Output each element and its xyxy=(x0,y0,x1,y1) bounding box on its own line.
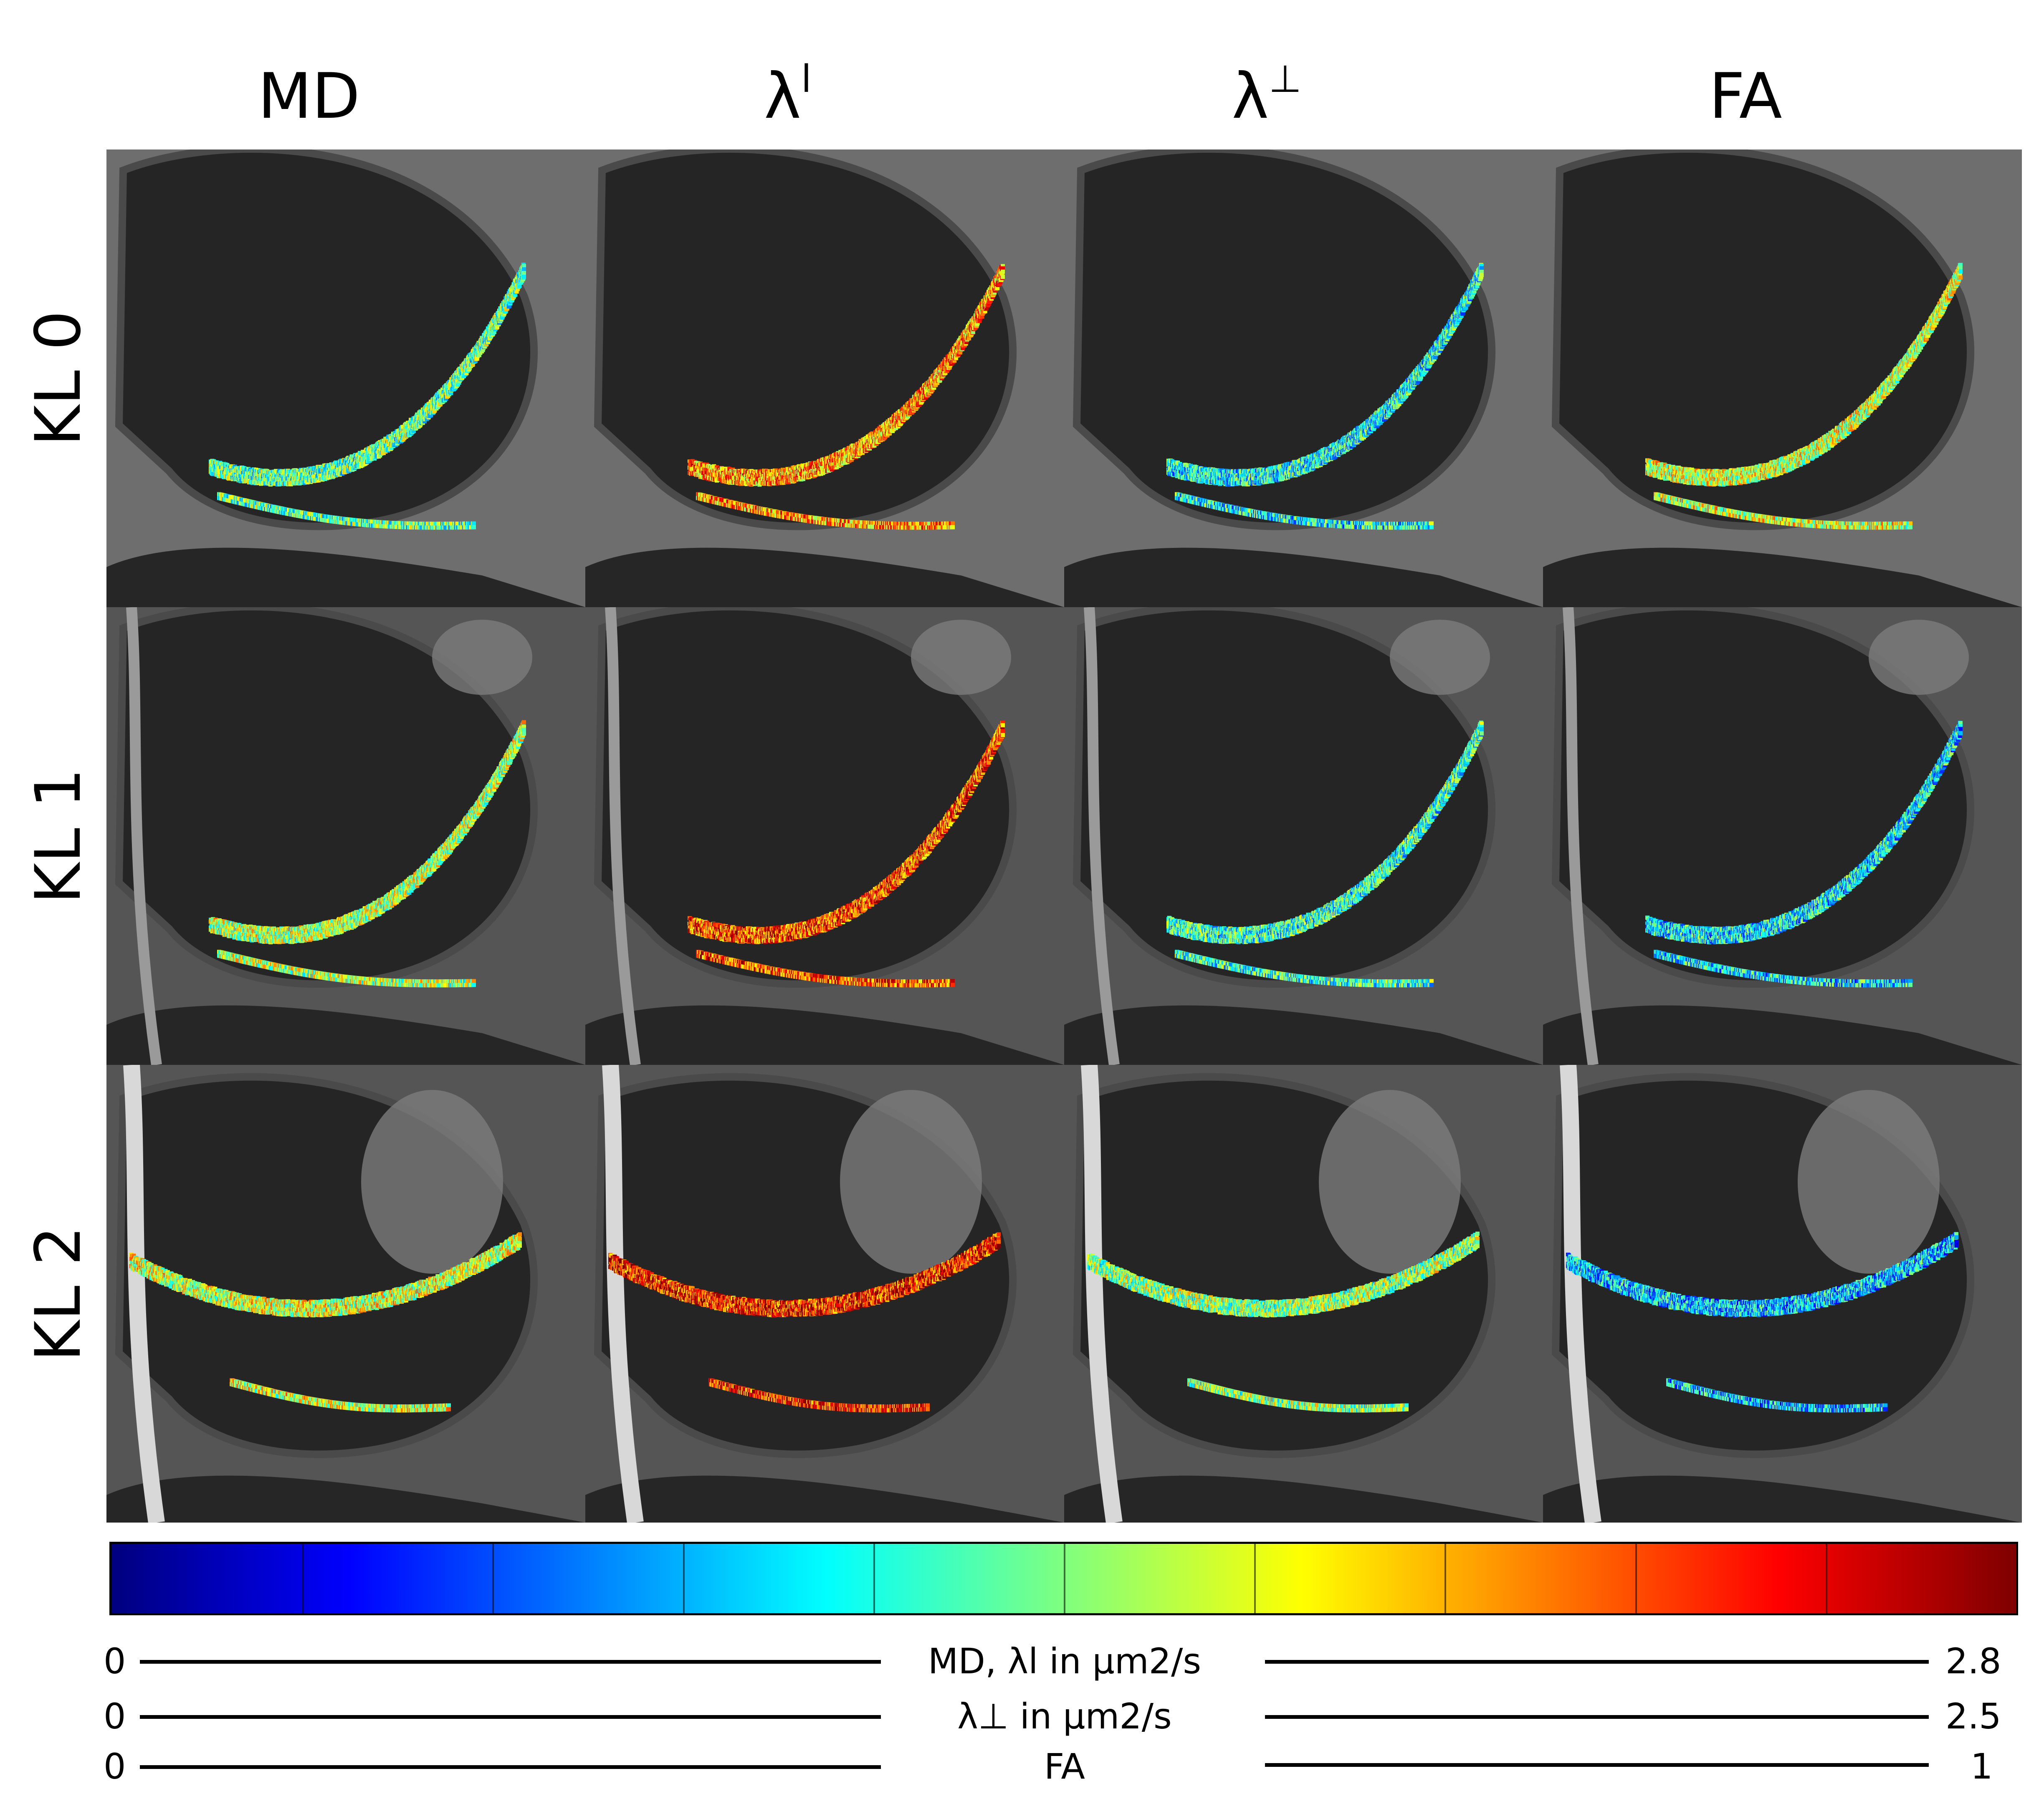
mri-slice-image xyxy=(1543,607,2022,1065)
mri-slice-image xyxy=(1543,150,2022,607)
cartilage-map xyxy=(1645,721,1963,988)
scale-line-right xyxy=(1265,1763,1929,1767)
cartilage-map xyxy=(1566,1232,1958,1413)
colorbar-tick xyxy=(873,1544,875,1613)
cartilage-map xyxy=(1166,263,1484,530)
scale-line-left xyxy=(140,1715,881,1719)
mri-slice-image xyxy=(106,607,585,1065)
scale-line-left xyxy=(140,1660,881,1664)
cartilage-map xyxy=(608,1232,1001,1413)
scale-min: 0 xyxy=(104,1640,126,1682)
scale-label: FA xyxy=(877,1746,1252,1787)
cartilage-map xyxy=(1087,1231,1480,1413)
mri-slice-image xyxy=(1064,1065,1543,1523)
scale-max: 2.8 xyxy=(1945,1640,2001,1682)
mri-slice-image xyxy=(585,150,1064,607)
colorbar-tick xyxy=(683,1544,685,1613)
mri-image-grid xyxy=(106,150,2022,1523)
cartilage-map xyxy=(688,720,1005,988)
scale-line-right xyxy=(1265,1660,1929,1664)
mri-slice-image xyxy=(1543,1065,2022,1523)
scale-min: 0 xyxy=(104,1746,126,1787)
scale-line-right xyxy=(1265,1715,1929,1719)
row-label-kl0: KL 0 xyxy=(17,170,100,587)
scale-line-left xyxy=(140,1765,881,1769)
scale-min: 0 xyxy=(104,1695,126,1737)
cartilage-map xyxy=(209,720,526,988)
scale-max: 2.5 xyxy=(1945,1695,2001,1737)
column-title-lambda-parallel: λl xyxy=(548,38,1028,138)
cartilage-map xyxy=(1166,720,1484,988)
colorbar xyxy=(109,1542,2018,1615)
colorbar-tick xyxy=(1825,1544,1827,1613)
scale-max: 1 xyxy=(1971,1746,1993,1787)
colorbar-tick xyxy=(492,1544,494,1613)
row-label-kl2: KL 2 xyxy=(17,1085,100,1503)
colorbar-tick xyxy=(302,1544,304,1613)
mri-slice-image xyxy=(1064,607,1543,1065)
mri-slice-image xyxy=(106,150,585,607)
cartilage-map xyxy=(129,1232,522,1413)
colorbar-tick xyxy=(1254,1544,1256,1613)
mri-slice-image xyxy=(1064,150,1543,607)
colorbar-tick xyxy=(1635,1544,1637,1613)
mri-slice-image xyxy=(106,1065,585,1523)
mri-slice-image xyxy=(585,1065,1064,1523)
column-title-md: MD xyxy=(69,38,549,138)
cartilage-map xyxy=(688,264,1005,530)
mri-slice-image xyxy=(585,607,1064,1065)
colorbar-tick xyxy=(1064,1544,1065,1613)
colorbar-tick xyxy=(1444,1544,1447,1613)
scale-label: MD, λl in µm2/s xyxy=(877,1640,1252,1682)
row-label-kl1: KL 1 xyxy=(17,627,100,1045)
cartilage-map xyxy=(1645,263,1963,530)
cartilage-map xyxy=(209,262,526,530)
scale-label: λ⊥ in µm2/s xyxy=(877,1695,1252,1737)
column-title-fa: FA xyxy=(1505,38,1986,138)
column-title-lambda-perpendicular: λ⊥ xyxy=(1027,38,1507,138)
